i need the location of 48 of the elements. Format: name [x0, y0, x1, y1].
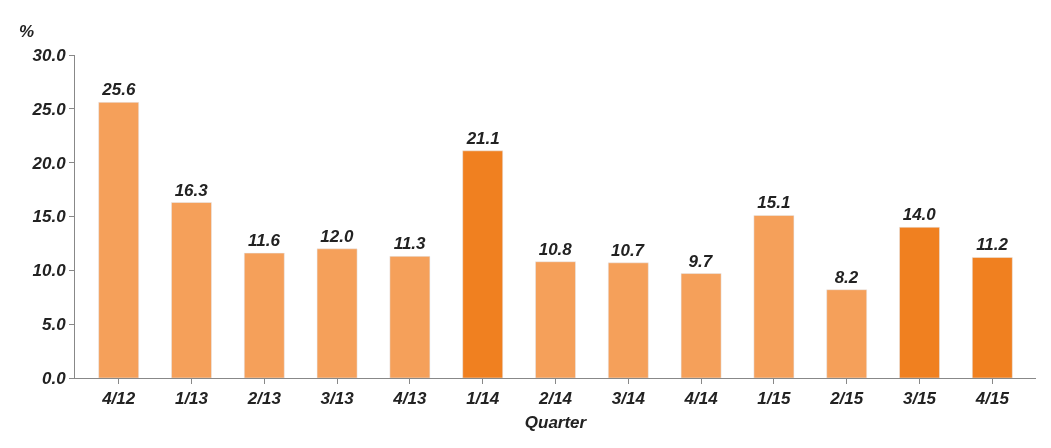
x-tick-label: 3/13 — [320, 389, 355, 409]
data-label: 11.6 — [248, 231, 281, 251]
bar — [826, 289, 867, 378]
data-label: 9.7 — [688, 251, 714, 271]
bar — [535, 261, 576, 378]
x-tick-label: 1/13 — [174, 389, 209, 409]
y-tick-label: 15.0 — [32, 207, 67, 227]
y-tick-label: 30.0 — [32, 45, 67, 65]
x-axis-title: Quarter — [524, 412, 588, 432]
bar — [972, 257, 1013, 378]
data-label: 8.2 — [834, 267, 859, 287]
bar — [98, 102, 139, 378]
bar — [389, 256, 431, 378]
x-tick-label: 2/13 — [246, 389, 282, 409]
x-tick-label: 2/14 — [537, 389, 573, 409]
bar — [462, 150, 503, 378]
data-label: 11.3 — [393, 234, 427, 254]
data-label: 10.7 — [610, 240, 646, 260]
data-label: 10.8 — [538, 239, 573, 259]
bar — [899, 227, 940, 378]
y-tick-label: 20.0 — [31, 153, 67, 173]
data-label: 11.2 — [976, 235, 1009, 255]
y-tick-label: 5.0 — [41, 315, 67, 335]
data-label: 14.0 — [902, 205, 937, 225]
bar — [680, 273, 722, 378]
x-tick-label: 4/12 — [101, 389, 136, 409]
bar — [171, 202, 212, 378]
x-tick-label: 4/14 — [683, 389, 719, 409]
data-label: 12.0 — [320, 226, 354, 246]
bar — [316, 248, 358, 378]
data-label: 25.6 — [101, 80, 136, 100]
x-tick-label: 1/14 — [466, 389, 500, 409]
bar — [608, 262, 649, 378]
y-tick-label: 0.0 — [41, 368, 67, 388]
data-label: 16.3 — [174, 180, 209, 200]
x-tick-label: 4/15 — [974, 389, 1010, 409]
y-tick-label: 10.0 — [32, 261, 67, 281]
bar — [753, 215, 795, 378]
data-label: 21.1 — [465, 128, 500, 148]
y-tick-label: 25.0 — [31, 99, 67, 119]
x-tick-label: 2/15 — [829, 389, 864, 409]
y-axis-title: % — [19, 22, 35, 41]
bar — [244, 252, 285, 378]
x-tick-label: 3/14 — [611, 389, 646, 409]
x-tick-label: 4/13 — [392, 389, 427, 409]
x-tick-label: 3/15 — [902, 389, 937, 409]
x-tick-label: 1/15 — [757, 389, 791, 409]
data-label: 15.1 — [757, 193, 791, 213]
